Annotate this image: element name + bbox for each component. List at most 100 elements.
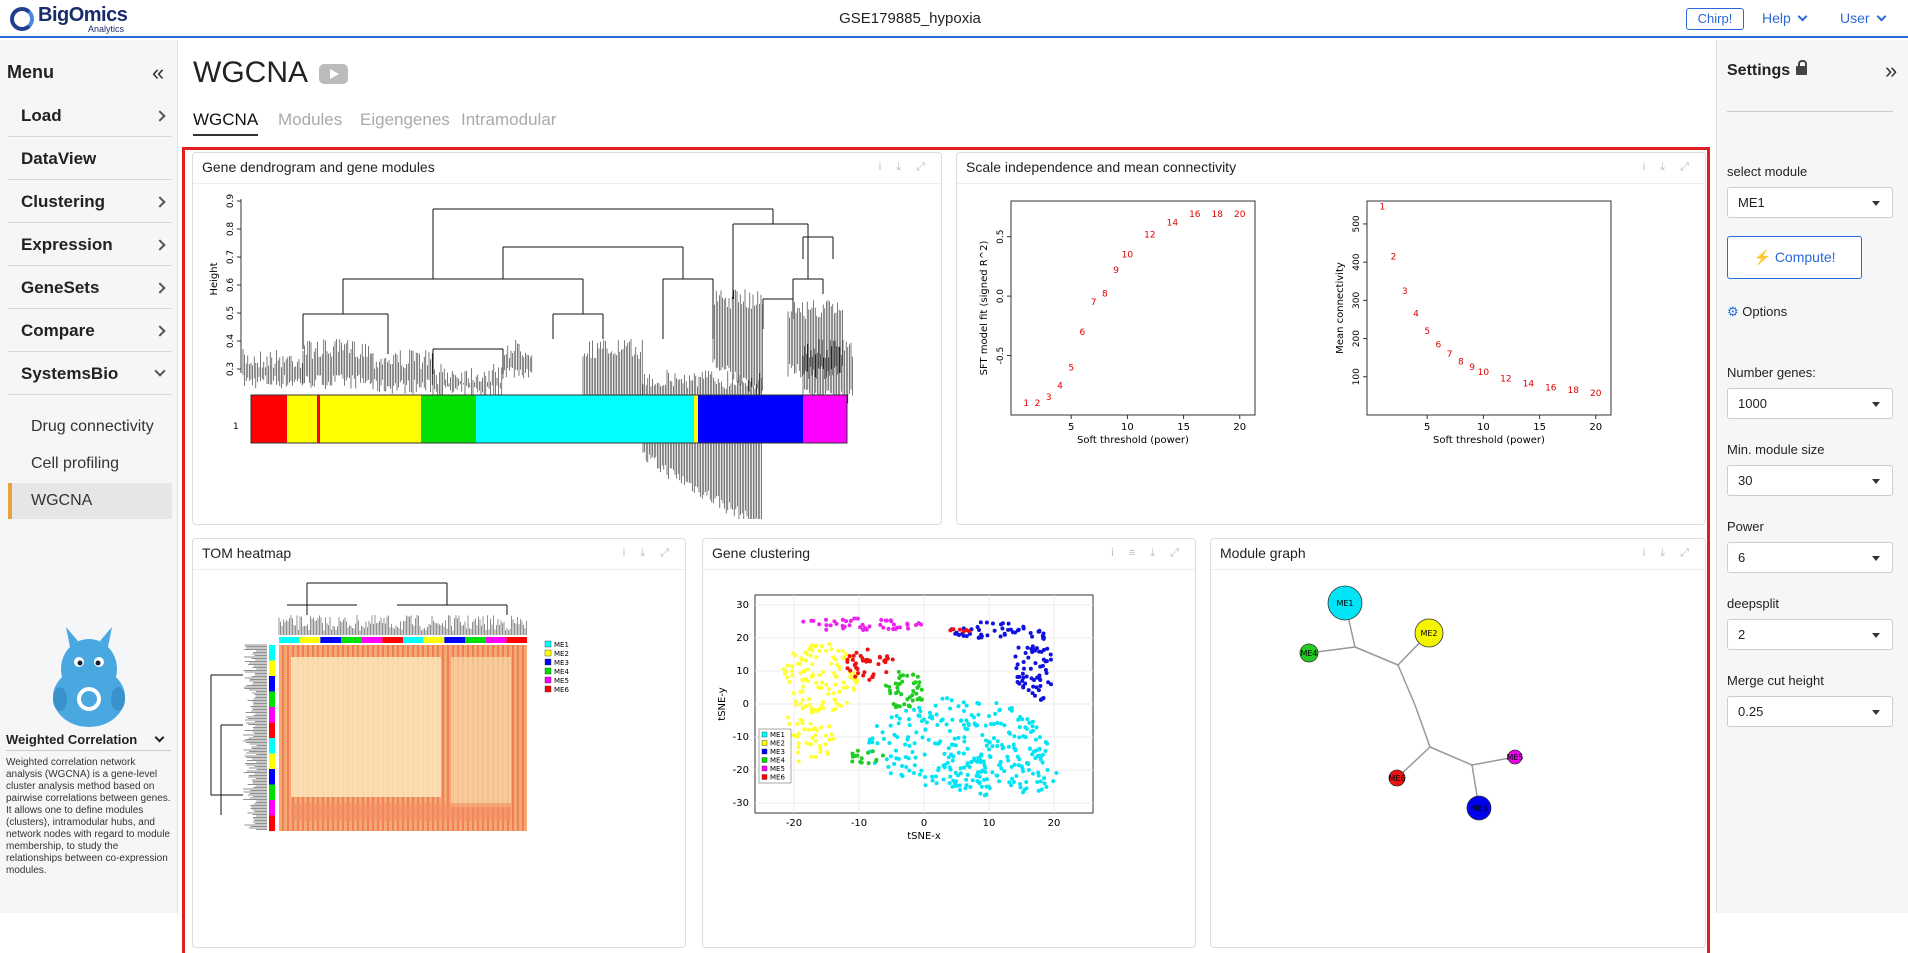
scatter-point	[984, 792, 989, 797]
sidebar-item-genesets[interactable]: GeneSets	[8, 267, 172, 309]
scatter-point	[1030, 650, 1035, 655]
legend-swatch	[761, 765, 768, 772]
module-color-segment	[803, 395, 847, 443]
scatter-point	[866, 761, 871, 766]
sidebar-item-expression[interactable]: Expression	[8, 224, 172, 266]
sidebar-item-systemsbio[interactable]: SystemsBio	[8, 353, 172, 395]
scatter-point	[956, 735, 961, 740]
card-icons[interactable]: i ⤓ ⤢	[1642, 161, 1695, 173]
collapse-sidebar-icon[interactable]: «	[152, 60, 165, 85]
data-point-label: 14	[1523, 380, 1535, 390]
sidebar-subitem-cell-profiling[interactable]: Cell profiling	[31, 455, 120, 472]
card-icons[interactable]: i ⤓ ⤢	[622, 547, 675, 559]
scatter-point	[844, 651, 849, 656]
card-icons[interactable]: i ≡ ⤓ ⤢	[1111, 547, 1185, 559]
sidebar-subitem-drug-connectivity[interactable]: Drug connectivity	[31, 418, 154, 435]
chirp-button[interactable]: Chirp!	[1686, 8, 1744, 30]
scatter-point	[803, 658, 808, 663]
tab-eigengenes[interactable]: Eigengenes	[360, 110, 450, 129]
video-play-icon[interactable]	[319, 64, 348, 84]
sidebar-item-load[interactable]: Load	[8, 95, 172, 137]
scatter-point	[796, 731, 801, 736]
scatter-point	[976, 712, 981, 717]
scatter-point	[966, 721, 971, 726]
user-menu[interactable]: User	[1840, 10, 1887, 26]
dendrogram-leaves	[502, 339, 533, 379]
scatter-point	[821, 670, 826, 675]
legend-swatch	[544, 667, 552, 675]
scatter-point	[964, 783, 969, 788]
dendrogram-leaves	[302, 339, 373, 389]
info-title[interactable]: Weighted Correlation	[6, 732, 171, 751]
graph-node	[1388, 769, 1406, 787]
scatter-point	[951, 627, 956, 632]
scatter-point	[969, 713, 974, 718]
scatter-point	[1017, 735, 1022, 740]
scatter-point	[852, 670, 857, 675]
y-tick-label: 300	[1352, 291, 1362, 308]
sidebar-item-clustering[interactable]: Clustering	[8, 181, 172, 223]
scatter-point	[1012, 762, 1017, 767]
sft-panel-frame	[1010, 200, 1256, 416]
scatter-point	[1049, 682, 1054, 687]
scatter-point	[1042, 776, 1047, 781]
scatter-point	[987, 754, 992, 759]
card-icons[interactable]: i ⤓ ⤢	[878, 161, 931, 173]
collapse-settings-icon[interactable]: »	[1885, 58, 1898, 83]
scatter-point	[1000, 746, 1005, 751]
scatter-point	[958, 766, 963, 771]
bigomics-logo[interactable]: BigOmics Analytics	[8, 4, 128, 34]
legend-swatch	[544, 685, 552, 693]
scatter-point	[978, 760, 983, 765]
y-tick-label: 200	[1352, 330, 1362, 347]
module-strip	[444, 637, 465, 643]
scatter-point	[1030, 691, 1035, 696]
scatter-point	[1037, 673, 1042, 678]
dendrogram-leaves	[432, 364, 503, 399]
options-toggle[interactable]: ⚙ Options	[1727, 304, 1787, 320]
power-select[interactable]: 6	[1727, 542, 1893, 573]
module-select[interactable]: ME1	[1727, 187, 1893, 218]
card-icons[interactable]: i ⤓ ⤢	[1642, 547, 1695, 559]
scatter-point	[802, 727, 807, 732]
min-module-size-select[interactable]: 30	[1727, 465, 1893, 496]
scatter-point	[1014, 774, 1019, 779]
scatter-point	[989, 722, 994, 727]
scatter-point	[912, 763, 917, 768]
scatter-point	[1006, 627, 1011, 632]
scatter-point	[933, 774, 938, 779]
sidebar-item-dataview[interactable]: DataView	[8, 138, 172, 180]
sidebar-subitem-wgcna[interactable]: WGCNA	[8, 483, 172, 519]
scatter-point	[790, 669, 795, 674]
merge-cut-height-select[interactable]: 0.25	[1727, 696, 1893, 727]
scatter-point	[887, 684, 892, 689]
scatter-point	[940, 696, 945, 701]
scatter-point	[985, 633, 990, 638]
scatter-point	[934, 781, 939, 786]
scatter-point	[786, 715, 791, 720]
tab-modules[interactable]: Modules	[278, 110, 343, 129]
graph-node-label: ME4	[1300, 649, 1317, 658]
scatter-point	[814, 655, 819, 660]
logo-icon	[10, 7, 34, 31]
scatter-point	[974, 773, 979, 778]
sidebar-item-compare[interactable]: Compare	[8, 310, 172, 352]
scatter-point	[1035, 780, 1040, 785]
scatter-point	[930, 774, 935, 779]
tab-wgcna[interactable]: WGCNA	[193, 110, 259, 136]
scatter-point	[975, 624, 980, 629]
scatter-point	[1038, 755, 1043, 760]
data-point-label: 6	[1436, 340, 1442, 350]
scatter-point	[964, 627, 969, 632]
scatter-point	[785, 663, 790, 668]
card-title: Module graph	[1220, 545, 1306, 561]
compute-button[interactable]: ⚡ Compute!	[1727, 236, 1862, 279]
scatter-point	[958, 718, 963, 723]
help-menu[interactable]: Help	[1762, 10, 1808, 26]
module-color-segment	[317, 395, 320, 443]
number-genes-select[interactable]: 1000	[1727, 388, 1893, 419]
lock-icon[interactable]	[1796, 60, 1808, 75]
deepsplit-select[interactable]: 2	[1727, 619, 1893, 650]
scatter-point	[794, 703, 799, 708]
tab-intramodular[interactable]: Intramodular	[461, 110, 557, 129]
